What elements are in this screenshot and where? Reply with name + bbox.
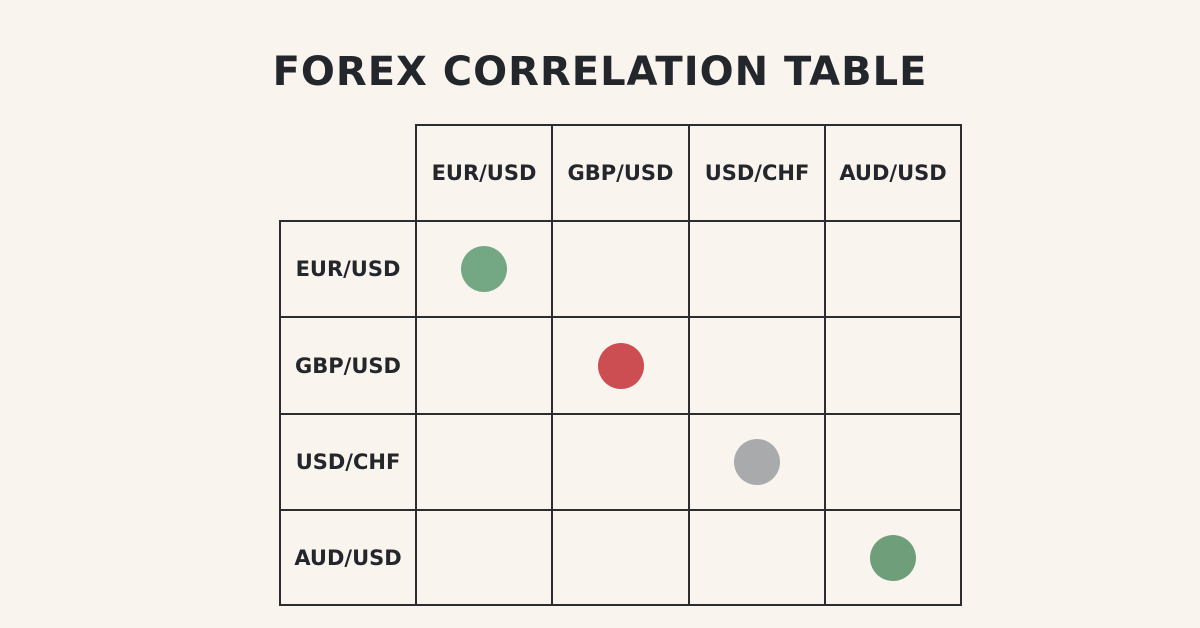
row-header-label: GBP/USD [295,353,401,378]
page-title: FOREX CORRELATION TABLE [272,49,928,95]
row-header-aud-usd: AUD/USD [279,509,417,606]
correlation-marker [870,534,916,581]
table-cell [688,509,826,606]
table-cell [551,413,690,511]
table-cell [415,509,553,606]
correlation-marker [461,246,507,292]
row-header-label: EUR/USD [295,257,401,281]
table-cell [824,509,962,606]
row-header-label: AUD/USD [294,545,402,570]
column-header-usd-chf: USD/CHF [688,124,826,222]
table-cell [688,413,826,511]
table-cell [415,316,553,415]
table-cell [824,413,962,511]
row-header-gbp-usd: GBP/USD [279,316,417,415]
column-header-label: AUD/USD [839,161,947,185]
table-cell [688,316,826,415]
correlation-marker [597,342,644,389]
table-cell [551,316,690,415]
row-header-eur-usd: EUR/USD [279,220,417,318]
table-cell [688,220,826,318]
column-header-gbp-usd: GBP/USD [551,124,690,222]
row-header-label: USD/CHF [295,450,401,474]
table-cell [415,413,553,511]
table-cell [824,316,962,415]
column-header-aud-usd: AUD/USD [824,124,962,222]
table-cell [551,220,690,318]
column-header-label: EUR/USD [431,161,537,185]
column-header-label: USD/CHF [704,161,810,185]
row-header-usd-chf: USD/CHF [279,413,417,511]
column-header-eur-usd: EUR/USD [415,124,553,222]
correlation-marker [734,439,780,485]
table-cell [415,220,553,318]
column-header-label: GBP/USD [567,161,674,185]
table-cell [824,220,962,318]
table-cell [551,509,690,606]
